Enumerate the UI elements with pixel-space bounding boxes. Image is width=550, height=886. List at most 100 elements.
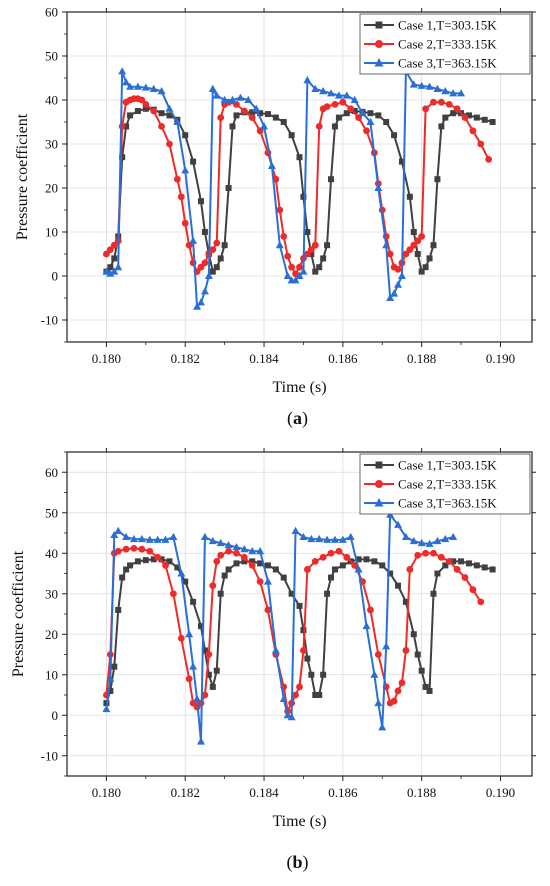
data-point-circle: [256, 578, 264, 585]
chart-panel-a: -10 0 10 20 30 40 50 60 0.180 0.182 0.184 0.186 0.18…: [14, 5, 536, 429]
data-point-square: [213, 264, 220, 271]
data-point-circle: [292, 691, 299, 699]
data-point-circle: [162, 562, 169, 569]
data-point-square: [127, 562, 134, 569]
y-tick-label: 50: [45, 505, 58, 520]
data-point-circle: [154, 553, 162, 561]
data-point-triangle: [409, 536, 418, 545]
data-point-square: [379, 562, 386, 569]
data-point-square: [324, 590, 331, 597]
x-tick-label: 0.188: [407, 785, 436, 800]
data-point-circle: [418, 233, 426, 240]
legend-label: Case 2,T=333.15K: [398, 37, 497, 52]
data-point-triangle: [303, 76, 312, 84]
data-point-square: [438, 123, 445, 130]
data-point-triangle: [409, 80, 418, 88]
data-point-square: [233, 112, 240, 119]
data-point-square: [331, 123, 338, 130]
data-point-square: [351, 108, 358, 114]
data-point-square: [134, 108, 141, 114]
data-point-square: [398, 158, 405, 165]
y-tick-label: 20: [45, 627, 58, 642]
data-point-square: [406, 193, 413, 200]
data-point-circle: [445, 557, 453, 565]
data-point-triangle: [449, 532, 458, 541]
data-point-triangle: [441, 87, 450, 95]
x-axis-title: Time (s): [272, 379, 326, 396]
data-point-triangle: [433, 536, 442, 545]
data-point-square: [402, 598, 409, 605]
data-point-square: [458, 558, 465, 565]
data-point-triangle: [283, 271, 292, 279]
data-point-triangle: [449, 89, 458, 97]
data-point-triangle: [378, 723, 387, 731]
data-point-square: [473, 562, 480, 569]
data-point-square: [264, 111, 271, 118]
legend-label: Case 3,T=363.15K: [398, 56, 497, 71]
data-point-circle: [201, 259, 209, 267]
data-point-triangle: [216, 538, 225, 547]
x-tick-label: 0.186: [328, 351, 358, 366]
data-point-triangle: [291, 526, 300, 534]
data-point-triangle: [260, 122, 269, 130]
data-point-circle: [110, 241, 118, 249]
data-point-triangle: [319, 87, 328, 95]
data-point-square: [288, 132, 295, 139]
data-point-circle: [233, 549, 240, 557]
data-point-circle: [406, 246, 414, 254]
data-point-square: [182, 578, 189, 585]
data-point-circle: [201, 691, 209, 699]
series-1: [103, 105, 496, 275]
data-point-circle: [402, 250, 410, 258]
series-3: [102, 510, 458, 745]
data-point-square: [387, 570, 394, 577]
data-point-circle: [319, 553, 327, 561]
data-point-square: [371, 558, 378, 565]
legend: Case 1,T=303.15K Case 2,T=333.15K Case 3,T…: [359, 13, 531, 75]
y-tick-label: 30: [45, 586, 58, 601]
data-point-triangle: [397, 271, 406, 279]
legend-marker-triangle: [374, 498, 384, 507]
data-point-circle: [477, 140, 485, 148]
y-axis-title: Pressure coefficient: [10, 550, 27, 677]
data-point-circle: [169, 590, 177, 598]
data-point-triangle: [330, 535, 339, 543]
data-point-triangle: [346, 532, 355, 541]
data-point-circle: [311, 241, 319, 249]
x-tick-label: 0.184: [249, 351, 279, 366]
data-point-square: [434, 176, 441, 183]
data-point-square: [201, 229, 208, 235]
data-point-triangle: [457, 89, 466, 97]
data-point-square: [142, 105, 149, 112]
data-point-square: [489, 119, 496, 125]
data-point-circle: [103, 250, 110, 258]
data-point-circle: [437, 553, 445, 561]
data-point-square: [343, 110, 350, 117]
x-tick-label: 0.180: [92, 785, 121, 800]
data-point-square: [312, 692, 319, 698]
data-point-circle: [422, 549, 430, 557]
data-point-circle: [296, 263, 303, 271]
data-point-circle: [303, 566, 311, 573]
data-point-square: [465, 112, 472, 119]
legend-label: Case 1,T=303.15K: [398, 458, 497, 473]
data-point-circle: [394, 266, 402, 273]
data-point-triangle: [208, 84, 217, 92]
data-point-triangle: [382, 241, 391, 249]
data-point-circle: [374, 651, 382, 658]
data-point-circle: [248, 114, 256, 121]
data-point-triangle: [193, 302, 202, 310]
data-point-square: [296, 154, 303, 161]
data-point-triangle: [279, 694, 288, 703]
data-point-circle: [469, 127, 477, 135]
data-point-circle: [453, 566, 461, 573]
data-point-square: [174, 564, 181, 571]
data-point-square: [418, 268, 425, 275]
data-point-triangle: [374, 698, 383, 707]
data-point-circle: [402, 647, 410, 654]
data-point-circle: [347, 105, 355, 113]
data-point-square: [410, 229, 417, 235]
x-axis-title: Time (s): [272, 813, 326, 830]
data-point-square: [119, 574, 126, 581]
